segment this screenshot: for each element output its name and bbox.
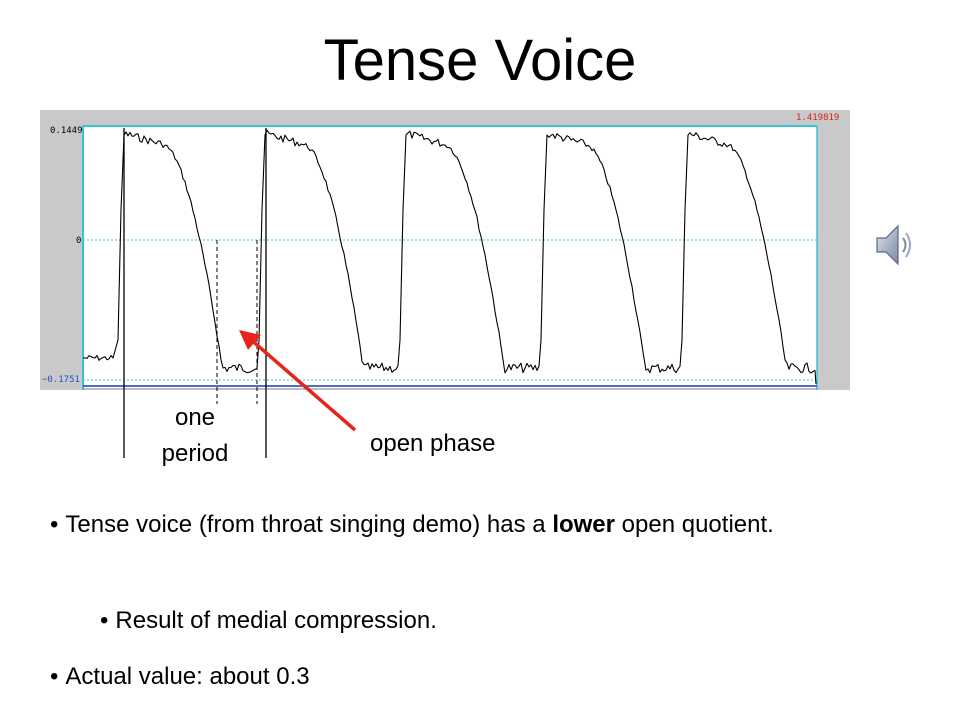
bullet-medial-compression: • Result of medial compression. [100,607,437,634]
bullet-open-quotient: • Tense voice (from throat singing demo) … [50,511,774,538]
bullet-1-text-b: open quotient. [615,511,774,538]
cursor-time-label: 1.419819 [796,113,840,123]
slide-title: Tense Voice [323,28,637,93]
glottal-waveform [82,129,817,385]
bullet-3-text: Actual value: about 0.3 [65,663,310,690]
one-period-annotation: one period [120,400,270,472]
waveform-plot [82,125,818,390]
bullet-actual-value: • Actual value: about 0.3 [50,663,310,690]
y-zero-label: 0 [76,236,82,246]
y-min-label: −0.1751 [42,375,80,385]
bullet-1-bold: lower [552,511,615,538]
one-period-line1: one [174,404,216,431]
bullet-2-text: Result of medial compression. [115,607,437,634]
one-period-line2: period [161,440,229,467]
speaker-icon[interactable] [874,222,914,273]
bullet-1-text-a: Tense voice (from throat singing demo) h… [65,511,553,538]
open-phase-label: open phase [370,430,496,457]
waveform-display: 0.1449 0 −0.1751 1.419819 [40,110,850,390]
plot-area [83,126,817,390]
y-max-label: 0.1449 [50,126,83,136]
